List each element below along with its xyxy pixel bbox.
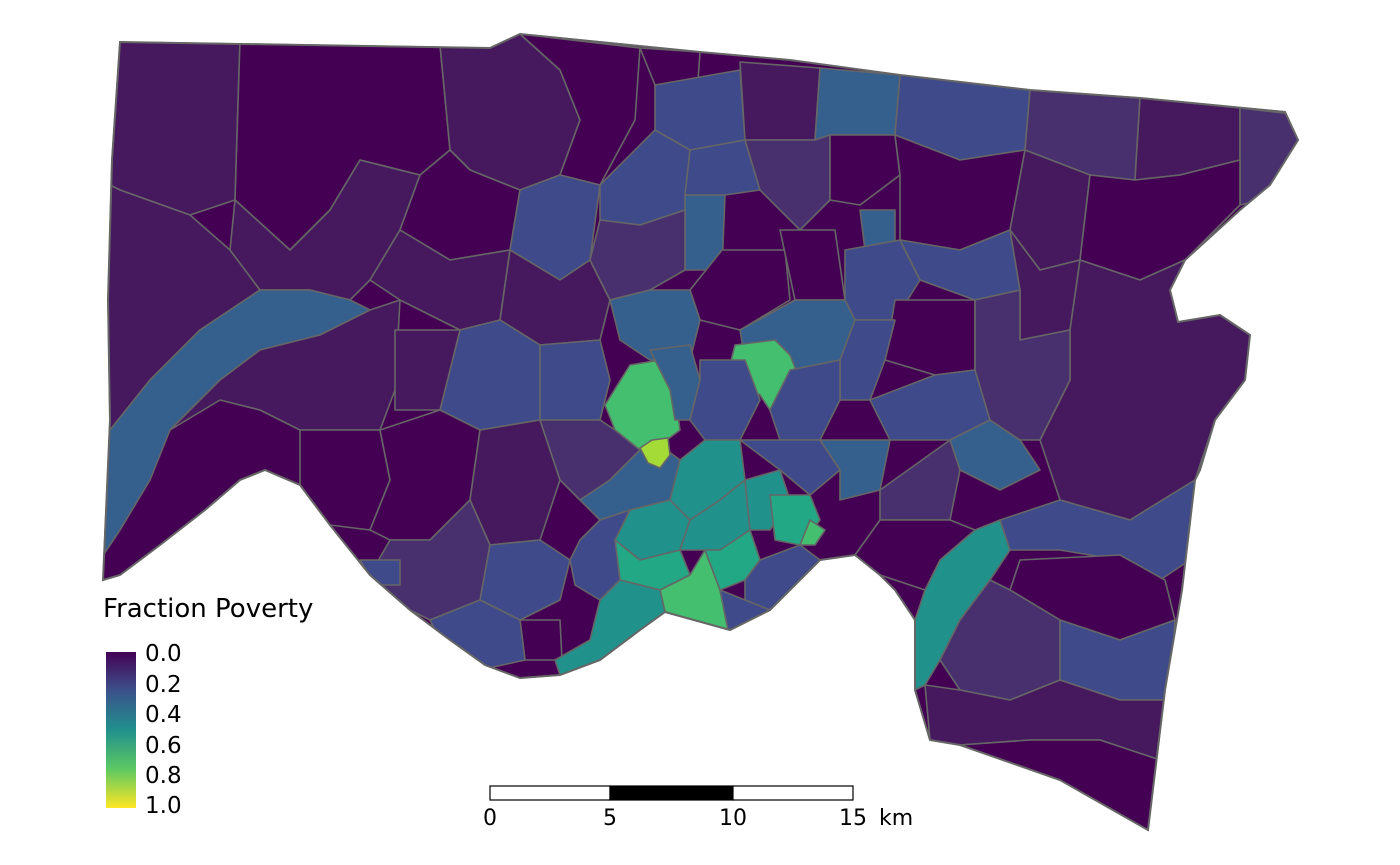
scale-tick-label: 5 (603, 806, 617, 831)
tract (519, 619, 563, 661)
scale-tick-label: 15 (839, 806, 867, 831)
tract (739, 61, 821, 141)
legend-label: 0.6 (145, 733, 182, 759)
tract (814, 67, 901, 141)
scale-unit: km (879, 806, 913, 831)
tract (974, 289, 1071, 441)
legend-label: 0.2 (145, 672, 182, 698)
scale-segment (489, 785, 611, 801)
tract (609, 289, 701, 361)
tract (589, 209, 686, 301)
legend: Fraction Poverty 0.0 0.2 0.4 0.6 0.8 1.0 (103, 594, 313, 819)
tract (539, 339, 611, 421)
legend-title: Fraction Poverty (103, 594, 313, 624)
tract (829, 134, 901, 206)
tract (929, 739, 1161, 830)
tract (359, 559, 401, 586)
tract (819, 439, 891, 501)
legend-label: 1.0 (145, 793, 182, 819)
scale-tick-label: 10 (719, 806, 747, 831)
tract (799, 519, 826, 546)
tract (684, 139, 761, 196)
tract (103, 34, 241, 216)
scale-segment (732, 785, 854, 801)
legend-label: 0.8 (145, 763, 182, 789)
legend-colorbar (106, 652, 136, 808)
scale-segment (609, 785, 734, 801)
scale-tick-label: 0 (483, 806, 497, 831)
tract (884, 299, 976, 376)
legend-label: 0.4 (145, 702, 182, 728)
scale-bar: 0 5 10 15 km (483, 785, 913, 831)
tract (999, 479, 1196, 581)
tract (854, 519, 976, 591)
tract (1079, 159, 1241, 281)
legend-label: 0.0 (145, 641, 182, 667)
tract (639, 437, 671, 469)
